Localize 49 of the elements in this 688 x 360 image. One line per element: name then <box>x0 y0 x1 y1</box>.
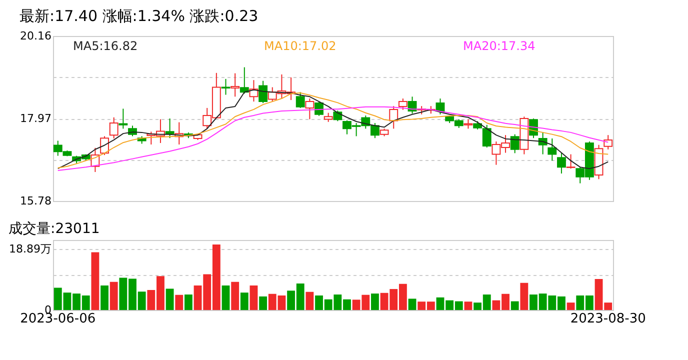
bar <box>259 296 268 310</box>
chart-title: 成交量:23011 <box>8 221 100 237</box>
candlestick <box>566 154 576 170</box>
candlestick <box>221 78 230 96</box>
y-tick-label: 18.89万 <box>9 242 52 256</box>
candlestick <box>109 116 118 139</box>
candlestick <box>296 92 305 108</box>
candlestick <box>324 112 333 122</box>
candlestick <box>557 152 566 174</box>
candlestick <box>230 72 240 98</box>
bar <box>166 288 174 310</box>
chart-title: 最新:17.40 涨幅:1.34% 涨跌:0.23 <box>20 7 258 25</box>
candlestick <box>258 80 268 104</box>
bar <box>371 294 379 310</box>
bar <box>464 302 472 310</box>
bar <box>520 282 528 310</box>
candlestick <box>305 98 314 120</box>
candlestick <box>314 101 324 116</box>
candlestick <box>389 106 398 130</box>
bar <box>222 285 230 310</box>
bar <box>408 298 416 310</box>
bar <box>175 294 184 310</box>
x-tick-label: 2023-08-30 <box>570 312 646 326</box>
x-tick-label: 2023-06-06 <box>20 312 96 326</box>
text: MA10:17.02 <box>264 39 336 53</box>
candlestick <box>398 98 408 110</box>
bar <box>566 302 575 310</box>
bar <box>510 301 519 310</box>
candlestick <box>548 138 557 162</box>
candlestick <box>165 118 174 139</box>
y-tick-label: 15.78 <box>20 194 52 208</box>
bar <box>231 282 240 310</box>
bar <box>250 285 258 310</box>
bar <box>306 292 314 310</box>
candlestick <box>100 136 109 156</box>
candlestick <box>118 108 128 130</box>
text: MA5:16.82 <box>73 39 138 53</box>
candlestick <box>240 66 249 94</box>
candlestick <box>604 134 613 150</box>
y-tick-label: 17.97 <box>20 112 52 125</box>
bar <box>110 282 118 310</box>
bar <box>184 294 192 310</box>
y-tick-label: 20.16 <box>20 30 52 42</box>
bar <box>91 252 100 310</box>
candlestick <box>510 134 520 154</box>
bar <box>100 285 108 310</box>
bar <box>240 292 248 310</box>
candlestick <box>464 118 473 130</box>
text: MA20:17.34 <box>463 39 536 53</box>
